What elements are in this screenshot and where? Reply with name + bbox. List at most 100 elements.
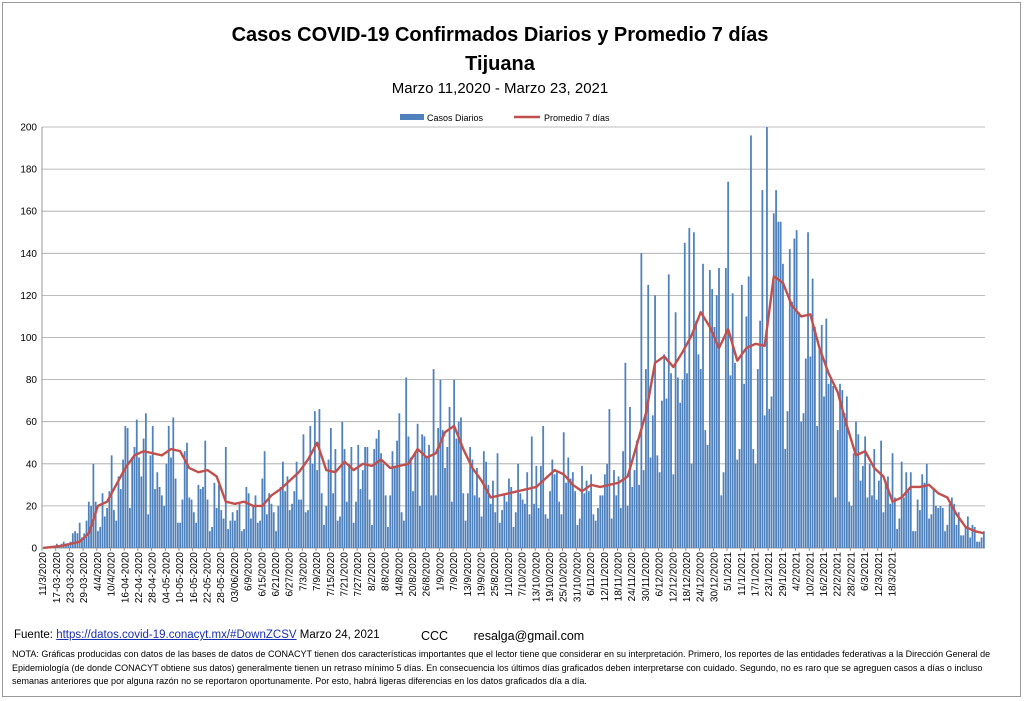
- bar: [145, 413, 147, 548]
- bar: [279, 486, 282, 548]
- bar: [638, 484, 640, 548]
- x-tick-label: 18/3/2021: [888, 552, 899, 597]
- bar: [537, 508, 540, 548]
- bar: [761, 190, 764, 548]
- bar: [610, 518, 613, 548]
- covid-chart: 0 20 40 60 80 100 120 140 160 180 200 11/3/2020 17-…: [20, 113, 985, 604]
- bar: [277, 505, 280, 548]
- bar: [206, 499, 209, 548]
- bar: [875, 499, 878, 548]
- bar: [896, 529, 898, 548]
- bar: [962, 535, 965, 548]
- bar: [807, 232, 809, 548]
- bar: [432, 369, 435, 548]
- bar: [487, 484, 490, 548]
- bar: [263, 451, 266, 548]
- bar: [444, 468, 446, 548]
- bar: [809, 356, 812, 548]
- bar: [339, 516, 341, 548]
- source-link[interactable]: https://datos.covid-19.conacyt.mx/#DownZ…: [56, 629, 297, 641]
- bar: [795, 230, 798, 548]
- bar: [92, 463, 95, 548]
- bar: [231, 512, 234, 548]
- bar: [188, 497, 191, 548]
- bar: [677, 377, 679, 548]
- legend-label-casos: Casos Diarios: [427, 113, 484, 123]
- bar: [909, 472, 912, 548]
- bar: [382, 463, 385, 548]
- bar: [320, 493, 323, 548]
- bar: [229, 520, 232, 548]
- x-tick-label: 30/11/2020: [641, 552, 652, 602]
- bar: [880, 440, 882, 548]
- x-tick-label: 7/10/2020: [518, 552, 529, 597]
- x-tick-label: 19/10/2020: [545, 552, 556, 602]
- bar: [976, 541, 978, 548]
- bar: [138, 457, 140, 548]
- bar: [916, 499, 919, 548]
- bar: [770, 396, 773, 548]
- bar: [199, 489, 202, 548]
- credit-email: resalga@gmail.com: [473, 629, 585, 643]
- bar: [542, 425, 545, 548]
- bar: [293, 491, 296, 548]
- bar: [530, 436, 533, 548]
- bar: [464, 520, 467, 548]
- bar: [309, 425, 312, 548]
- bar: [489, 503, 492, 548]
- x-tick-label: 7/9/2020: [449, 552, 460, 591]
- bar: [275, 531, 277, 548]
- bar: [617, 476, 620, 548]
- x-tick-label: 30/12/2020: [709, 552, 720, 602]
- source-line: Fuente: https://datos.covid-19.conacyt.m…: [14, 629, 380, 641]
- bar: [969, 537, 972, 548]
- bar: [160, 495, 163, 549]
- bar: [601, 495, 604, 549]
- bar: [697, 354, 700, 548]
- bar: [848, 501, 851, 548]
- bar: [793, 238, 796, 548]
- bar: [425, 457, 428, 548]
- bar: [74, 531, 76, 548]
- bar: [686, 373, 688, 548]
- x-tick-label: 6/15/2020: [257, 552, 268, 597]
- bar: [695, 320, 698, 548]
- bar: [877, 480, 880, 548]
- bar: [674, 312, 677, 548]
- bar: [651, 415, 654, 548]
- bar: [400, 512, 403, 548]
- bar: [571, 472, 574, 548]
- bar: [97, 531, 99, 548]
- bar: [259, 520, 261, 548]
- bar: [569, 478, 572, 548]
- bar: [521, 499, 524, 548]
- x-tick-label: 28-05-2020: [216, 552, 227, 604]
- bar: [802, 413, 805, 548]
- bar: [973, 526, 976, 548]
- bar: [359, 489, 362, 548]
- x-tick-label: 18/11/2020: [614, 552, 625, 602]
- bar: [457, 421, 460, 548]
- bar: [702, 263, 704, 548]
- x-tick-label: 16/2/2021: [819, 552, 830, 597]
- bar: [560, 514, 563, 548]
- bar: [752, 449, 755, 548]
- bar: [167, 425, 170, 548]
- bar: [204, 440, 207, 548]
- x-tick-label: 7/3/2020: [298, 552, 309, 591]
- bar: [825, 318, 828, 548]
- bar: [654, 295, 656, 548]
- bar: [220, 510, 223, 548]
- y-axis: 0 20 40 60 80 100 120 140 160 180 200: [20, 123, 43, 555]
- bar: [332, 493, 335, 548]
- bar: [923, 482, 926, 548]
- y-tick-label: 140: [20, 249, 37, 260]
- bar: [99, 526, 102, 548]
- bar: [243, 529, 245, 548]
- bar: [887, 476, 889, 548]
- bar: [291, 503, 293, 548]
- bar: [804, 358, 807, 548]
- x-tick-label: 11/1/2021: [737, 552, 748, 596]
- bar: [195, 522, 198, 548]
- bar: [681, 379, 684, 548]
